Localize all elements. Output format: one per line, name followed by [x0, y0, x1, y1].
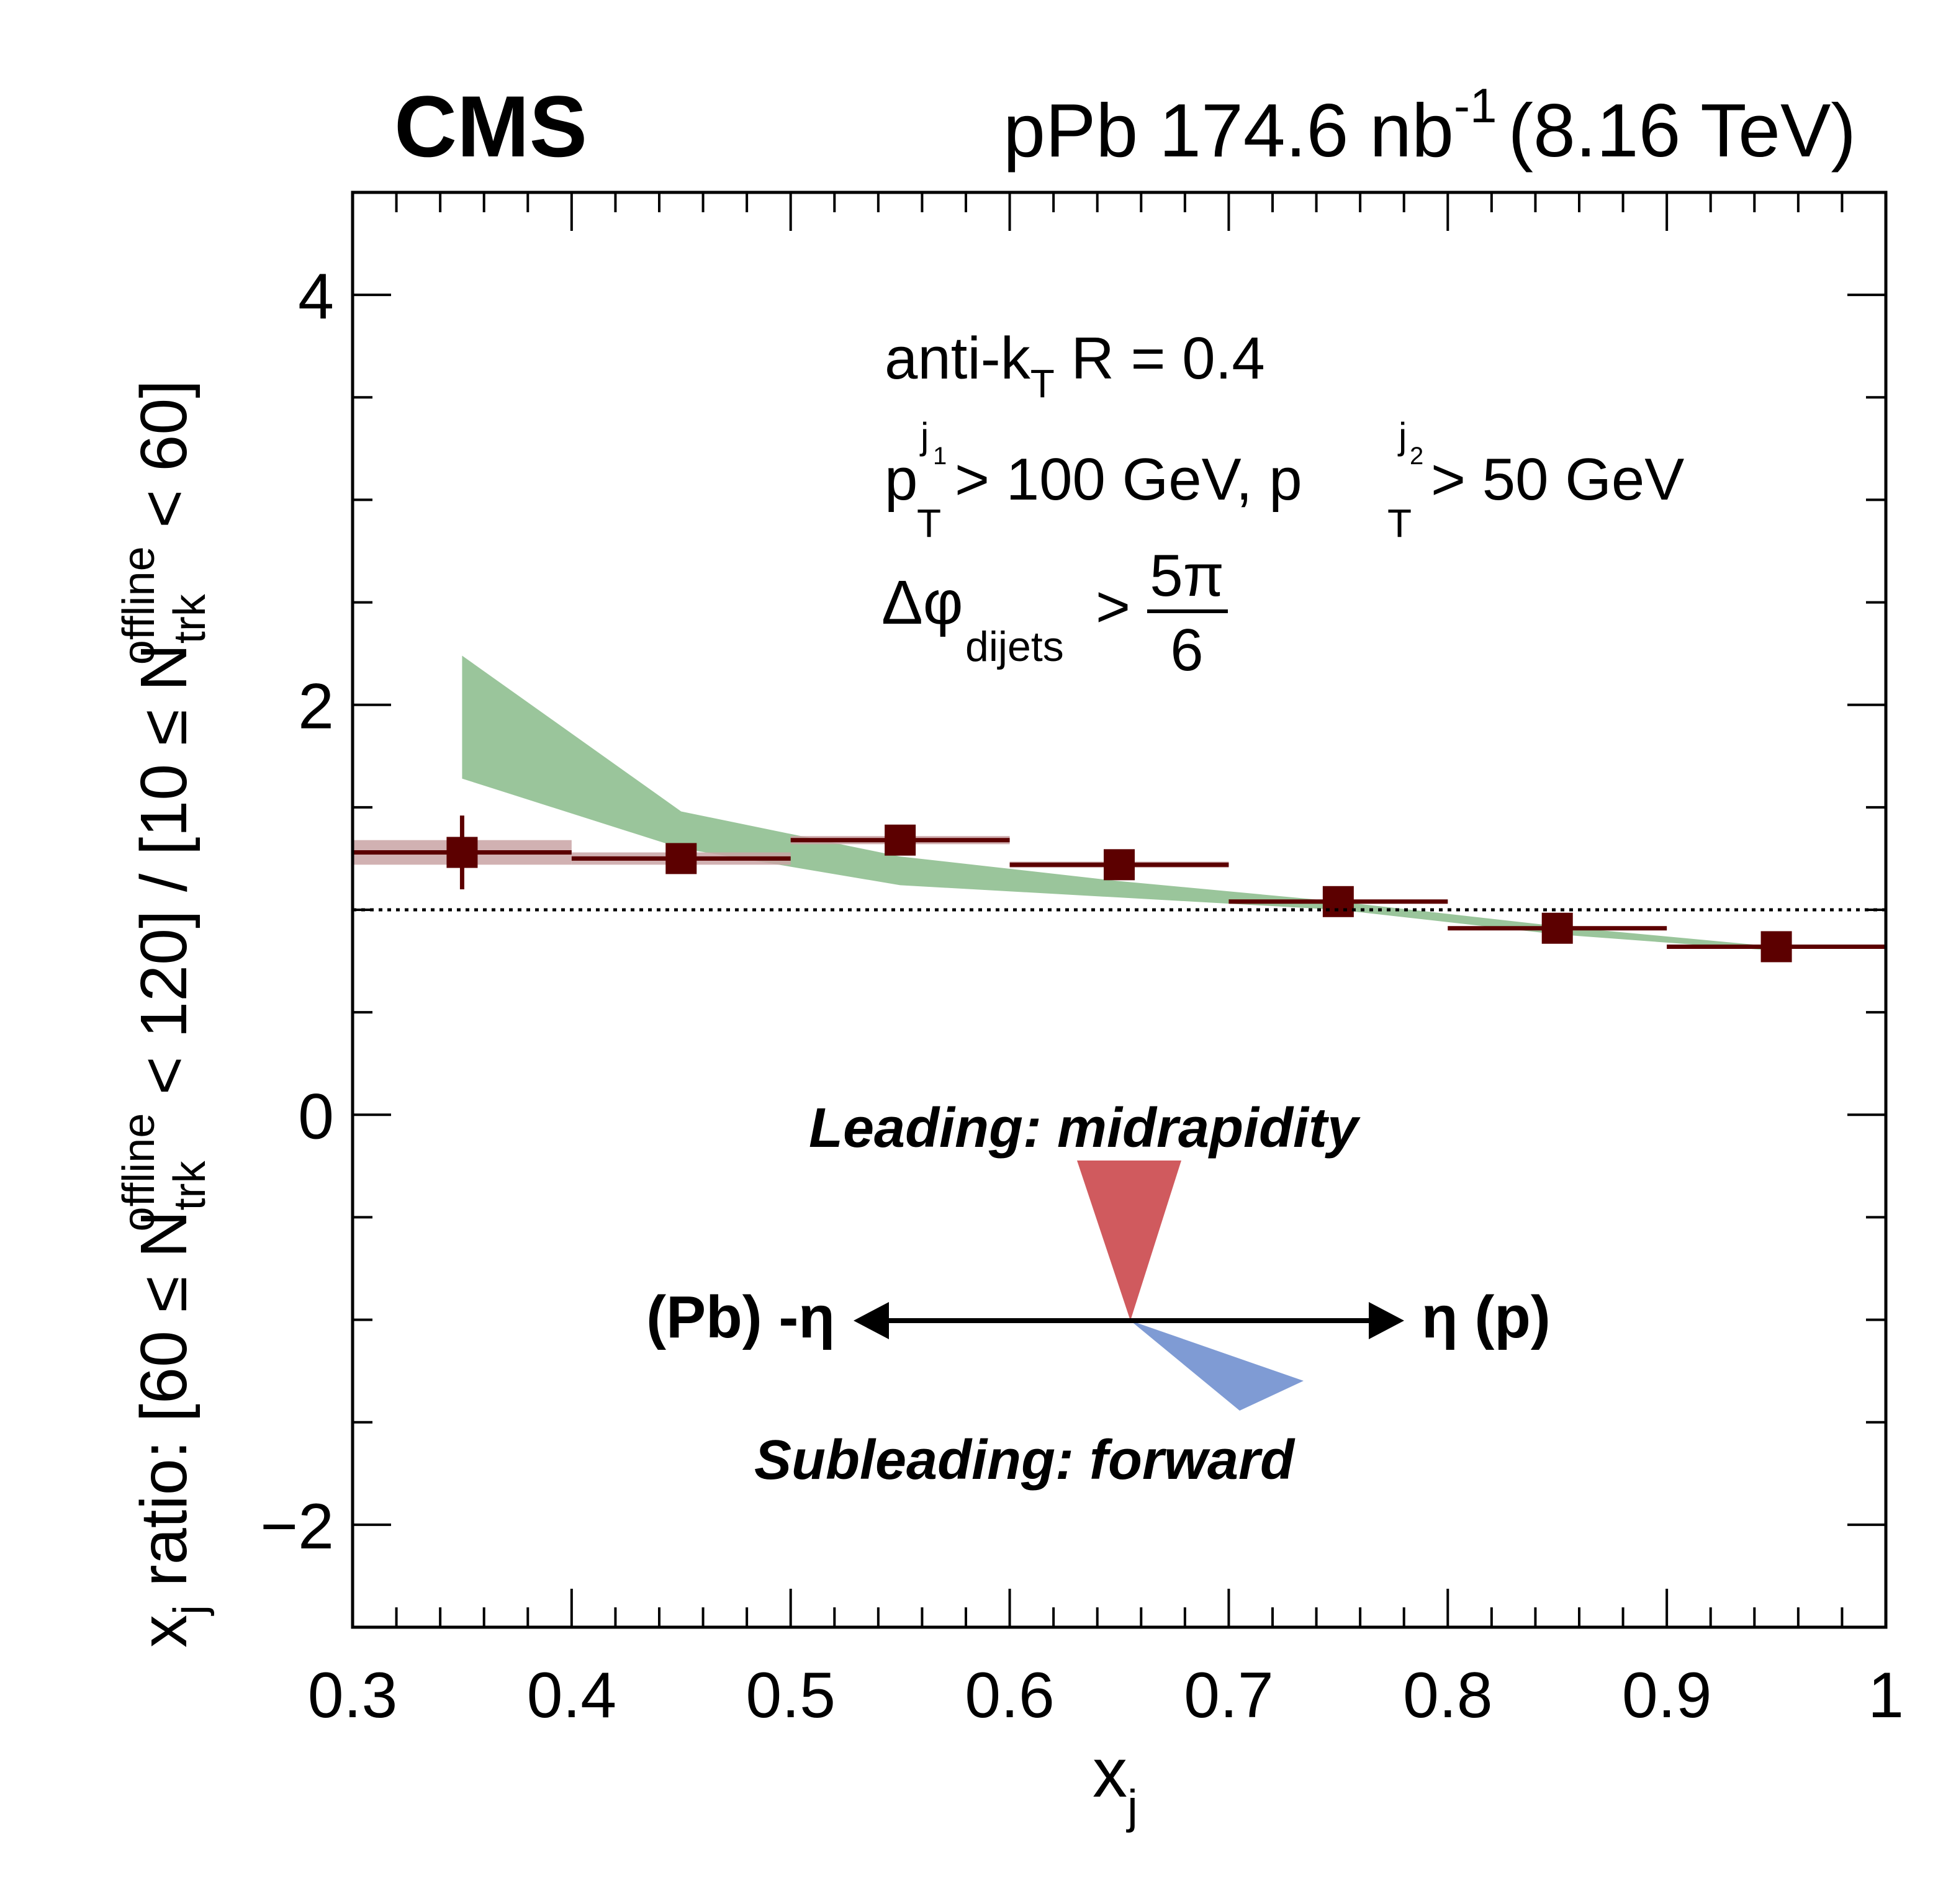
eta-arrow-left: [854, 1302, 889, 1339]
plot-area: 0.3 0.4 0.5 0.6 0.7 0.8 0.9 1 −2 0 2 4: [260, 191, 1904, 1731]
pt-cut-sub1: T: [917, 501, 941, 546]
data-point-4: [1322, 886, 1354, 917]
data-point-1: [665, 843, 697, 874]
pb-direction-label: (Pb) -η: [646, 1284, 835, 1350]
pt-cut-rest1: > 100 GeV, p: [955, 446, 1302, 513]
x-tick-label-3: 0.6: [965, 1659, 1055, 1731]
eta-arrow-right: [1369, 1302, 1404, 1339]
leading-label: Leading: midrapidity: [809, 1097, 1361, 1159]
data-point-6: [1760, 931, 1792, 963]
x-tick-label-7: 1: [1868, 1659, 1904, 1731]
dphi-numerator: 5π: [1150, 542, 1224, 609]
y-tick-label-0: −2: [260, 1491, 334, 1563]
x-tick-label-5: 0.8: [1403, 1659, 1493, 1731]
dphi-gt: >: [1096, 573, 1130, 640]
dataset-label: pPb 174.6 nb-1 (8.16 TeV): [1003, 78, 1856, 173]
comparison-band: [462, 655, 1777, 951]
x-tick-label-6: 0.9: [1622, 1659, 1712, 1731]
leading-jet-cone: [1077, 1161, 1181, 1321]
data-point-3: [1104, 849, 1135, 881]
data-point-0: [446, 837, 478, 868]
pt-cut-rest2: > 50 GeV: [1431, 446, 1684, 513]
x-tick-label-0: 0.3: [308, 1659, 398, 1731]
dataset-prefix: pPb 174.6 nb: [1003, 88, 1454, 173]
data-point-5: [1541, 912, 1573, 944]
pt-cut-supsub1: 1: [933, 442, 947, 470]
y-tick-label-2: 2: [298, 671, 334, 743]
y-axis-title: xj ratio: [60 ≤ Ntrkoffline < 120] / [10…: [114, 380, 215, 1648]
jet-algorithm-label: anti-kT R = 0.4: [885, 325, 1265, 406]
subleading-jet-cone: [1130, 1321, 1304, 1411]
dphi-symbol: Δφ: [881, 568, 963, 637]
pt-cut-sup2: j: [1397, 415, 1407, 457]
pt-cut-supsub2: 2: [1410, 442, 1423, 470]
x-axis-title: xj: [1093, 1734, 1138, 1833]
pt-cut-sub2: T: [1387, 501, 1412, 546]
x-tick-label-4: 0.7: [1184, 1659, 1274, 1731]
x-tick-label-1: 0.4: [527, 1659, 617, 1731]
data-point-2: [885, 824, 916, 856]
p-direction-label: η (p): [1422, 1284, 1551, 1350]
y-tick-label-1: 0: [298, 1080, 334, 1152]
pt-cut-sup1: j: [919, 415, 929, 457]
x-tick-label-2: 0.5: [746, 1659, 836, 1731]
pt-cut-label: p: [885, 446, 917, 513]
dataset-exponent: -1: [1454, 78, 1497, 133]
dataset-energy: (8.16 TeV): [1508, 88, 1856, 173]
dphi-sub: dijets: [965, 623, 1064, 670]
y-tick-label-3: 4: [298, 261, 334, 333]
dphi-denominator: 6: [1170, 617, 1203, 683]
experiment-label: CMS: [394, 78, 587, 175]
subleading-label: Subleading: forward: [754, 1429, 1296, 1491]
